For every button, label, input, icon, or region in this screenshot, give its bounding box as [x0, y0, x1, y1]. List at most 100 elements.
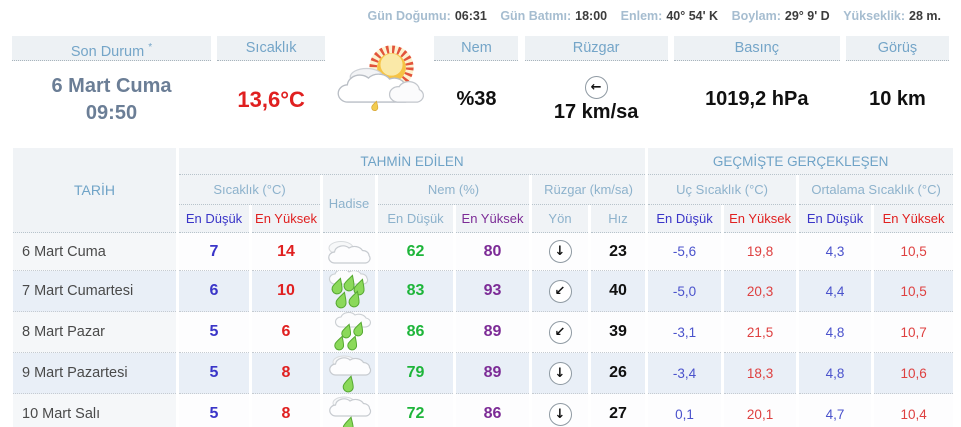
extreme-temp-col-header: Uç Sıcaklık (°C)	[648, 175, 797, 205]
sunset-label: Gün Batımı:	[500, 9, 572, 23]
average-min-value: 4,3	[799, 233, 872, 271]
average-min-value: 4,4	[799, 271, 872, 312]
temp-max-value: 8	[252, 394, 320, 427]
sunset-value: 18:00	[575, 9, 608, 23]
average-min-value: 4,8	[799, 312, 872, 353]
wind-speed-value: 23	[591, 233, 646, 271]
pressure-header: Basınç	[673, 36, 840, 61]
temp-min-value: 5	[179, 353, 249, 394]
wind-direction-cell: ↓	[532, 394, 588, 427]
longitude-info: Boylam: 29° 9' D	[732, 9, 830, 23]
extreme-min-value: -3,1	[648, 312, 722, 353]
wind-direction-cell: ↓	[532, 353, 588, 394]
table-row: 8 Mart Pazar 5 6 86 89 ↙ 39 -3,1 21,5 4,…	[13, 312, 954, 353]
current-status-block: Son Durum * 6 Mart Cuma 09:50	[12, 36, 211, 138]
average-max-value: 10,5	[874, 271, 954, 312]
humidity-min-value: 86	[378, 312, 453, 353]
wind-direction-cell: ↙	[532, 271, 588, 312]
sunrise-label: Gün Doğumu:	[367, 9, 451, 23]
current-conditions-panel: Son Durum * 6 Mart Cuma 09:50 Sıcaklık 1…	[12, 36, 949, 138]
row-date: 6 Mart Cuma	[13, 233, 176, 271]
table-row: 10 Mart Salı 5 8 72 86 ↓ 27 0,1 20,1 4,7…	[13, 394, 954, 427]
wind-speed-value: 26	[591, 353, 646, 394]
humidity-max-value: 89	[456, 312, 529, 353]
row-date: 8 Mart Pazar	[13, 312, 176, 353]
humidity-max-header: En Yüksek	[456, 205, 529, 233]
wind-col-header: Rüzgar (km/sa)	[532, 175, 646, 205]
average-max-header: En Yüksek	[874, 205, 954, 233]
condition-col-header: Hadise	[323, 175, 375, 233]
wind-arrow-down-icon: ↓	[548, 402, 572, 426]
altitude-value: 28 m.	[909, 9, 941, 23]
temp-min-value: 5	[179, 312, 249, 353]
visibility-block: Görüş 10 km	[845, 36, 949, 138]
extreme-max-header: En Yüksek	[724, 205, 797, 233]
light-rain-icon	[323, 353, 375, 394]
latitude-label: Enlem:	[620, 9, 663, 23]
extreme-max-value: 20,3	[724, 271, 797, 312]
humidity-max-value: 89	[456, 353, 529, 394]
longitude-label: Boylam:	[731, 9, 781, 23]
current-date: 6 Mart Cuma	[51, 74, 172, 97]
humidity-min-header: En Düşük	[378, 205, 453, 233]
altitude-label: Yükseklik:	[843, 9, 906, 23]
extreme-max-value: 21,5	[724, 312, 797, 353]
humidity-col-header: Nem (%)	[378, 175, 529, 205]
temp-max-value: 8	[252, 353, 320, 394]
light-rain-icon	[323, 394, 375, 427]
wind-speed-header: Hız	[591, 205, 646, 233]
temp-max-value: 10	[252, 271, 320, 312]
wind-header: Rüzgar	[524, 36, 668, 61]
extreme-min-header: En Düşük	[648, 205, 722, 233]
latitude-value: 40° 54' K	[666, 9, 719, 23]
sun-clouds-icon	[331, 36, 428, 138]
sunrise-value: 06:31	[454, 9, 487, 23]
heavy-rain-icon	[323, 271, 375, 312]
average-max-value: 10,5	[874, 233, 954, 271]
forecast-table-body: 6 Mart Cuma 7 14 62 80 ↓ 23 -5,6 19,8 4,…	[13, 233, 954, 427]
wind-speed-value: 27	[591, 394, 646, 427]
forecast-table: TARİH TAHMİN EDİLEN GEÇMİŞTE GERÇEKLEŞEN…	[10, 148, 956, 427]
temp-min-header: En Düşük	[179, 205, 249, 233]
average-min-header: En Düşük	[799, 205, 872, 233]
temp-min-value: 7	[179, 233, 249, 271]
temp-max-value: 14	[252, 233, 320, 271]
average-temp-col-header: Ortalama Sıcaklık (°C)	[799, 175, 954, 205]
humidity-min-value: 62	[378, 233, 453, 271]
wind-arrow-down-icon: ↓	[548, 240, 572, 263]
temp-min-value: 5	[179, 394, 249, 427]
average-min-value: 4,8	[799, 353, 872, 394]
average-min-value: 4,7	[799, 394, 872, 427]
temperature-col-header: Sıcaklık (°C)	[179, 175, 320, 205]
humidity-min-value: 79	[378, 353, 453, 394]
humidity-min-value: 72	[378, 394, 453, 427]
table-row: 6 Mart Cuma 7 14 62 80 ↓ 23 -5,6 19,8 4,…	[13, 233, 954, 271]
date-column-header: TARİH	[13, 148, 176, 233]
son-durum-star: *	[148, 42, 153, 53]
temperature-block: Sıcaklık 13,6°C	[217, 36, 326, 138]
table-row: 9 Mart Pazartesi 5 8 79 89 ↓ 26 -3,4 18,…	[13, 353, 954, 394]
average-max-value: 10,6	[874, 353, 954, 394]
average-max-value: 10,7	[874, 312, 954, 353]
extreme-max-value: 19,8	[724, 233, 797, 271]
forecast-group-header: TAHMİN EDİLEN	[179, 148, 646, 175]
wind-direction-cell: ↙	[532, 312, 588, 353]
past-group-header: GEÇMİŞTE GERÇEKLEŞEN	[648, 148, 954, 175]
wind-speed-value: 40	[591, 271, 646, 312]
longitude-value: 29° 9' D	[784, 9, 830, 23]
sunrise-info: Gün Doğumu: 06:31	[368, 9, 487, 23]
extreme-min-value: 0,1	[648, 394, 722, 427]
current-visibility: 10 km	[869, 88, 926, 110]
wind-arrow-down-left-icon: ↙	[548, 320, 572, 344]
extreme-min-value: -5,0	[648, 271, 722, 312]
current-temperature: 13,6°C	[237, 86, 305, 112]
son-durum-header: Son Durum *	[12, 36, 211, 61]
pressure-block: Basınç 1019,2 hPa	[673, 36, 840, 138]
current-weather-icon-block	[331, 36, 428, 138]
humidity-max-value: 86	[456, 394, 529, 427]
average-max-value: 10,4	[874, 394, 954, 427]
humidity-block: Nem %38	[434, 36, 519, 138]
wind-direction-header: Yön	[532, 205, 588, 233]
temp-max-value: 6	[252, 312, 320, 353]
son-durum-label: Son Durum	[70, 43, 145, 60]
